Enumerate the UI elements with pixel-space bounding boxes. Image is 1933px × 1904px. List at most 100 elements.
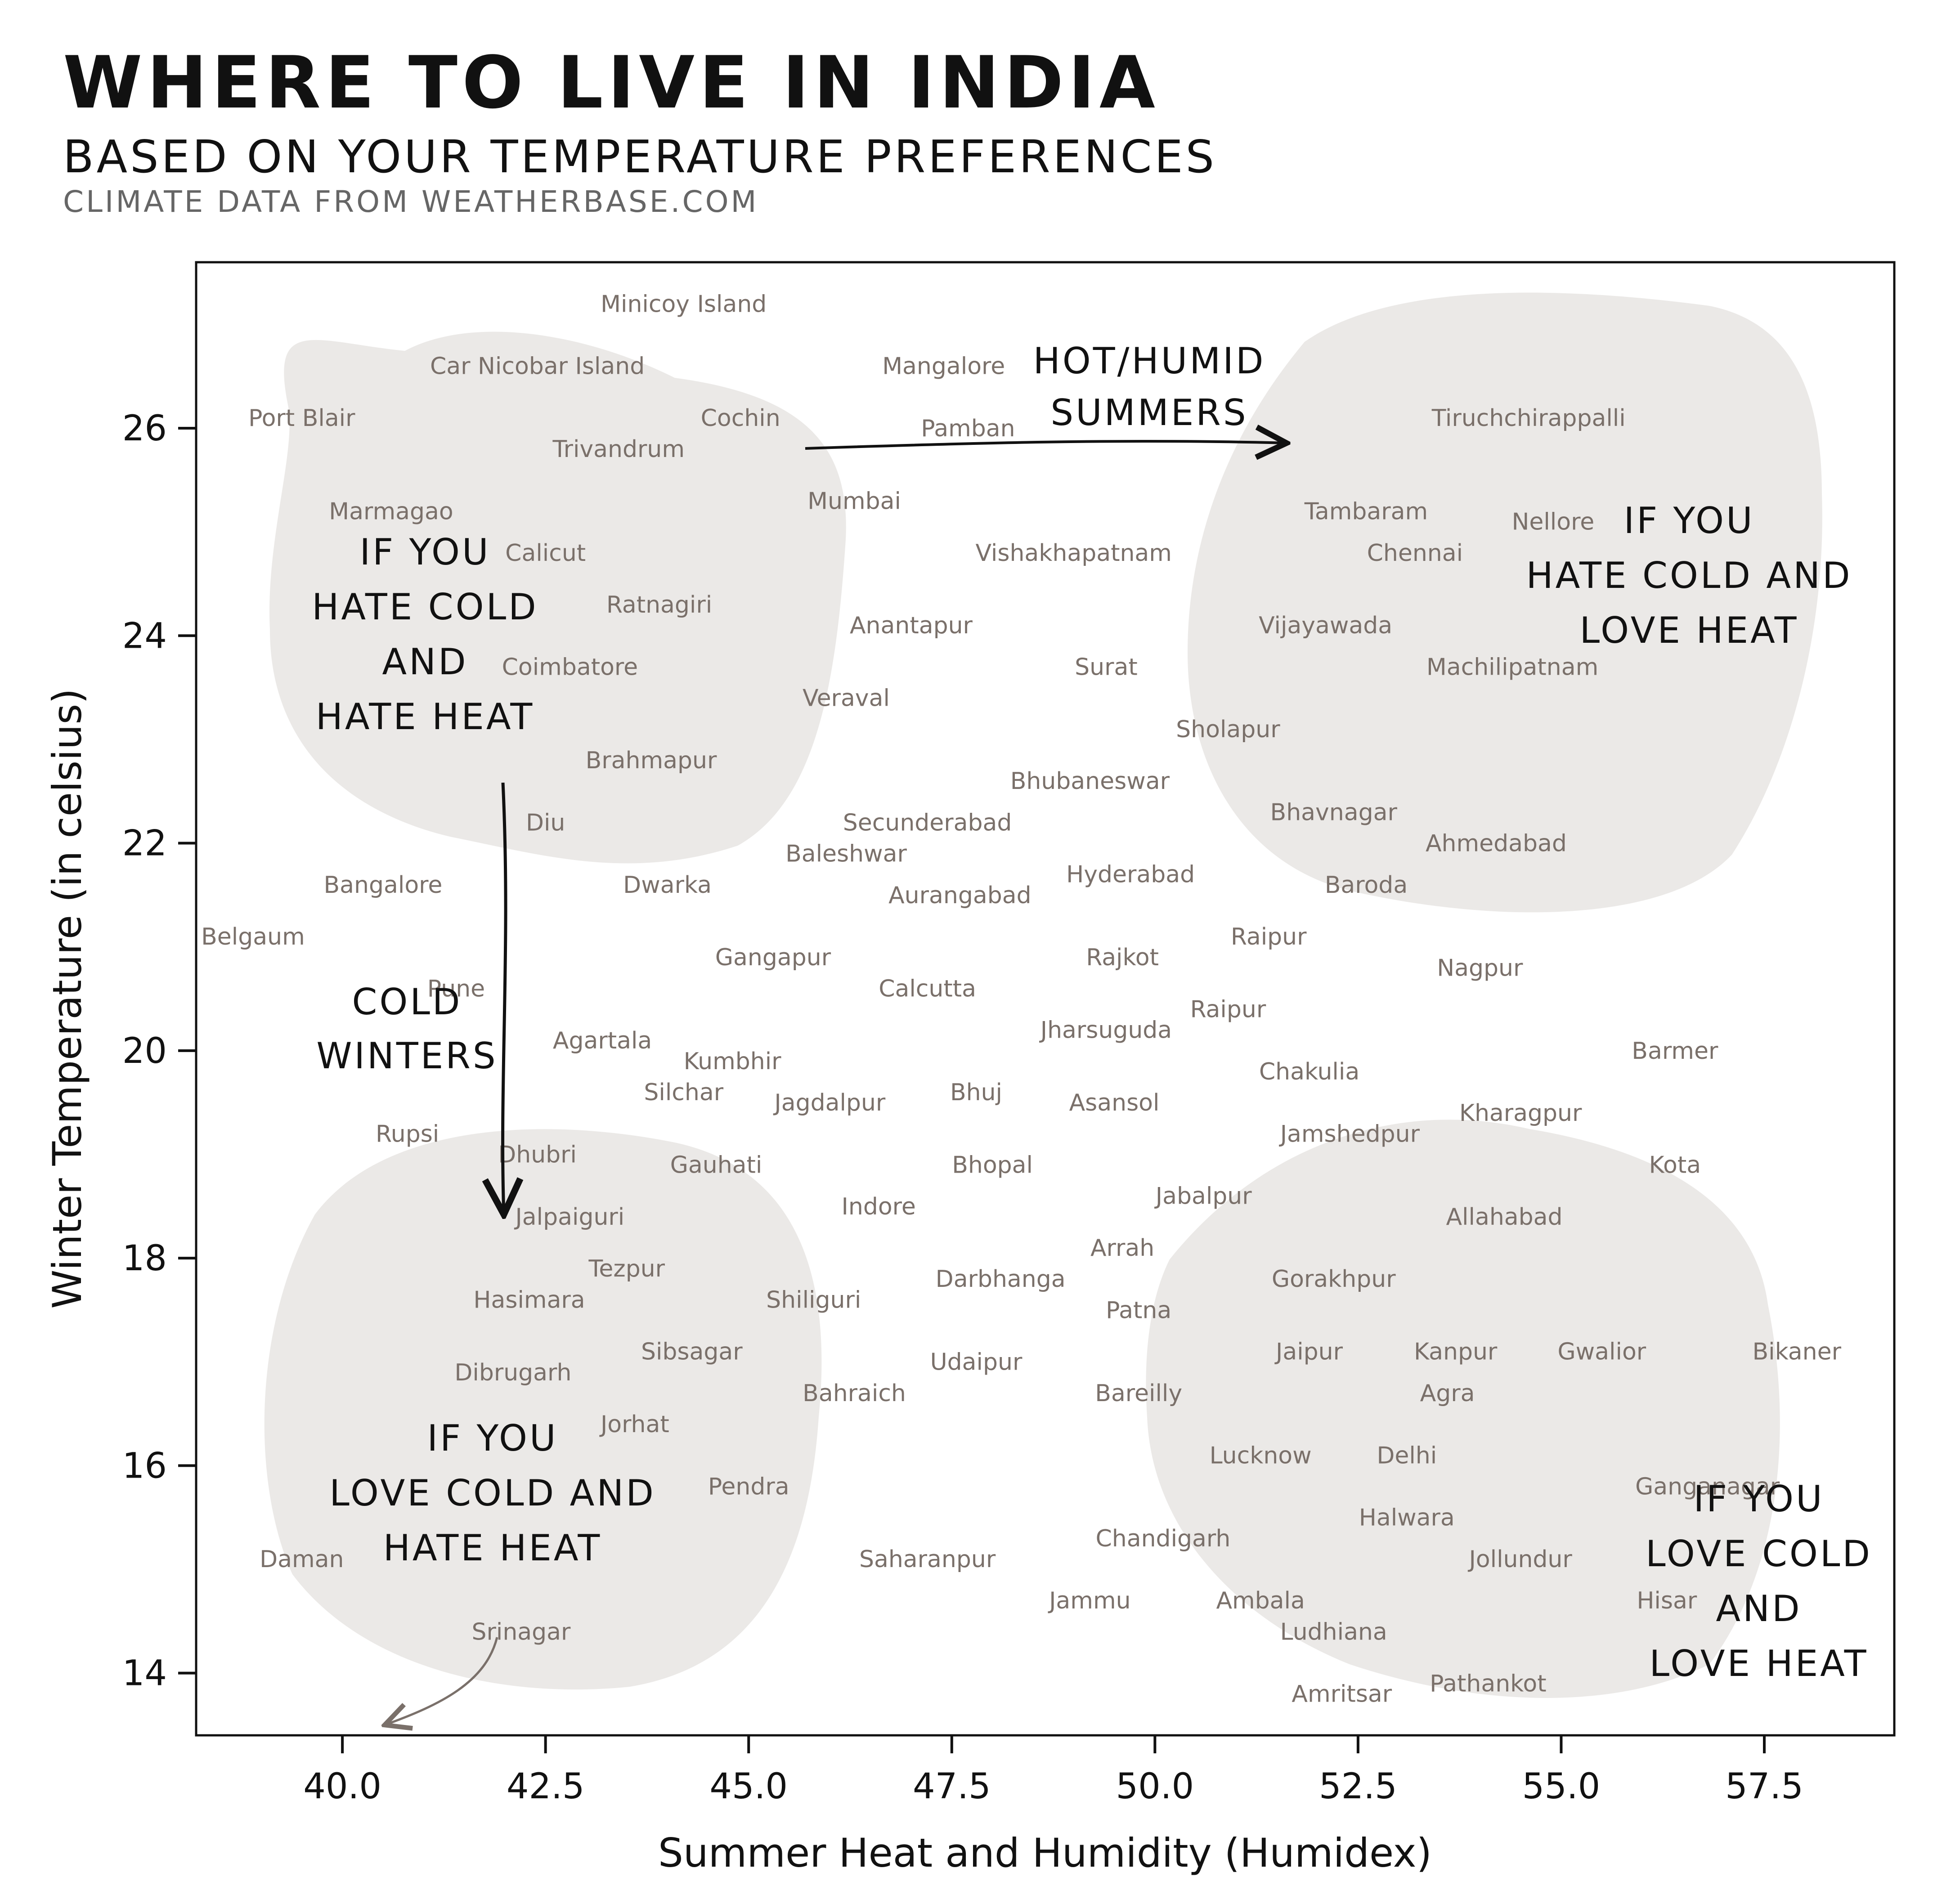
city-label: Lucknow: [1210, 1442, 1312, 1469]
city-label: Calcutta: [879, 975, 976, 1002]
city-label: Gorakhpur: [1272, 1266, 1396, 1293]
city-label: Kumbhir: [684, 1048, 782, 1075]
annotation-cold-winters-line: COLD: [352, 981, 462, 1023]
x-axis-label: Summer Heat and Humidity (Humidex): [658, 1830, 1432, 1876]
city-label: Hyderabad: [1066, 861, 1195, 888]
annotation-top-left-line: HATE COLD: [312, 586, 538, 628]
city-label: Jalpaiguri: [514, 1204, 624, 1231]
city-label: Trivandrum: [552, 436, 685, 463]
annotation-bottom-left-line: IF YOU: [427, 1417, 558, 1459]
city-label: Rupsi: [376, 1120, 439, 1147]
region-blobs: [264, 292, 1822, 1698]
city-label: Kanpur: [1414, 1339, 1498, 1366]
city-label: Vijayawada: [1259, 612, 1392, 639]
annotation-top-left-line: IF YOU: [359, 531, 490, 573]
region-bottom-left: [264, 1129, 822, 1690]
city-label: Jharsuguda: [1039, 1017, 1172, 1044]
annotation-cold-winters-line: WINTERS: [316, 1035, 498, 1077]
city-label: Machilipatnam: [1426, 654, 1598, 681]
city-label: Raipur: [1231, 923, 1307, 950]
chart-subtitle: BASED ON YOUR TEMPERATURE PREFERENCES: [63, 130, 1217, 183]
city-label: Jabalpur: [1154, 1183, 1252, 1210]
city-label: Shiliguri: [766, 1286, 861, 1313]
city-label: Dibrugarh: [454, 1359, 571, 1386]
city-label: Hisar: [1637, 1587, 1697, 1614]
city-label: Surat: [1075, 654, 1138, 681]
city-label: Diu: [526, 809, 565, 836]
city-label: Pathankot: [1430, 1671, 1547, 1698]
annotations: IF YOU HATE COLD AND HATE HEAT IF YOU HATE CO…: [312, 340, 1872, 1684]
city-label: Baroda: [1325, 872, 1408, 899]
annotation-bottom-left-line: HATE HEAT: [383, 1527, 602, 1569]
city-label: Patna: [1106, 1297, 1171, 1324]
city-label: Udaipur: [930, 1349, 1023, 1376]
x-tick-label: 45.0: [709, 1766, 788, 1807]
city-label: Tiruchchirappalli: [1431, 405, 1626, 432]
x-tick-label: 55.0: [1522, 1766, 1601, 1807]
city-label: Anantapur: [850, 612, 973, 639]
city-label: Kota: [1649, 1152, 1701, 1179]
city-label: Silchar: [644, 1079, 723, 1106]
annotation-top-left-line: AND: [382, 641, 468, 683]
city-labels: Minicoy Island Car Nicobar Island Mangalor…: [201, 291, 1841, 1707]
city-label: Tambaram: [1304, 498, 1428, 525]
annotation-top-right-line: LOVE HEAT: [1579, 609, 1798, 651]
annotation-top-right-line: HATE COLD AND: [1526, 555, 1852, 596]
city-label: Tezpur: [588, 1255, 665, 1282]
city-label: Indore: [842, 1193, 916, 1220]
city-label: Bangalore: [324, 872, 443, 899]
annotation-top-right-line: IF YOU: [1624, 500, 1754, 542]
city-label: Jaipur: [1274, 1339, 1343, 1366]
srinagar-arrow: [385, 1637, 498, 1725]
city-label: Bhuj: [950, 1079, 1002, 1106]
city-label: Nagpur: [1437, 954, 1523, 981]
city-label: Chennai: [1367, 540, 1463, 567]
y-tick-label: 26: [122, 408, 167, 449]
city-label: Port Blair: [248, 405, 355, 432]
cold-winters-arrow: [503, 782, 506, 1214]
annotation-hot-humid-line: HOT/HUMID: [1033, 340, 1266, 382]
city-label: Mumbai: [807, 488, 901, 515]
city-label: Barmer: [1632, 1038, 1718, 1065]
city-label: Agra: [1420, 1380, 1475, 1407]
city-label: Jamshedpur: [1279, 1120, 1420, 1147]
y-axis-label: Winter Temperature (in celsius): [44, 688, 90, 1308]
hot-humid-arrow: [805, 441, 1287, 448]
city-label: Belgaum: [201, 923, 305, 950]
plot-frame: [195, 261, 1896, 1737]
city-label: Sholapur: [1176, 716, 1280, 743]
x-tick-label: 57.5: [1725, 1766, 1803, 1807]
city-label: Bhavnagar: [1270, 799, 1398, 826]
region-top-right: [1188, 292, 1822, 913]
city-label: Jorhat: [599, 1411, 669, 1438]
city-label: Vishakhapatnam: [975, 540, 1171, 567]
city-label: Allahabad: [1446, 1204, 1562, 1231]
x-tick-label: 52.5: [1319, 1766, 1397, 1807]
city-label: Gangapur: [715, 944, 831, 971]
y-tick-label: 18: [122, 1238, 167, 1279]
x-tick-label: 42.5: [507, 1766, 585, 1807]
y-tick-label: 24: [122, 616, 167, 656]
city-label: Gwalior: [1557, 1339, 1646, 1366]
city-label: Nellore: [1511, 509, 1594, 536]
city-label: Secunderabad: [843, 809, 1012, 836]
city-label: Asansol: [1069, 1089, 1160, 1116]
city-label: Marmagao: [329, 498, 453, 525]
city-label: Dhubri: [498, 1141, 577, 1168]
city-label: Jammu: [1048, 1587, 1130, 1614]
city-label: Bhubaneswar: [1010, 768, 1170, 795]
axis-ticks: 40.0 42.5 45.0 47.5 50.0 52.5 55.0 57.5 14 16 18 20…: [122, 408, 1803, 1807]
annotation-bottom-right-line: LOVE HEAT: [1649, 1643, 1868, 1684]
region-bottom-right: [1146, 1120, 1780, 1698]
annotation-bottom-right-line: LOVE COLD: [1646, 1533, 1872, 1575]
city-label: Delhi: [1377, 1442, 1437, 1469]
city-label: Jollundur: [1467, 1546, 1572, 1573]
annotation-bottom-left-line: LOVE COLD AND: [329, 1472, 656, 1514]
city-label: Veraval: [803, 685, 890, 712]
annotation-bottom-right-line: AND: [1716, 1588, 1802, 1630]
city-label: Saharanpur: [859, 1546, 996, 1573]
city-label: Aurangabad: [888, 882, 1031, 909]
city-label: Agartala: [553, 1027, 652, 1054]
city-label: Pune: [427, 975, 485, 1002]
